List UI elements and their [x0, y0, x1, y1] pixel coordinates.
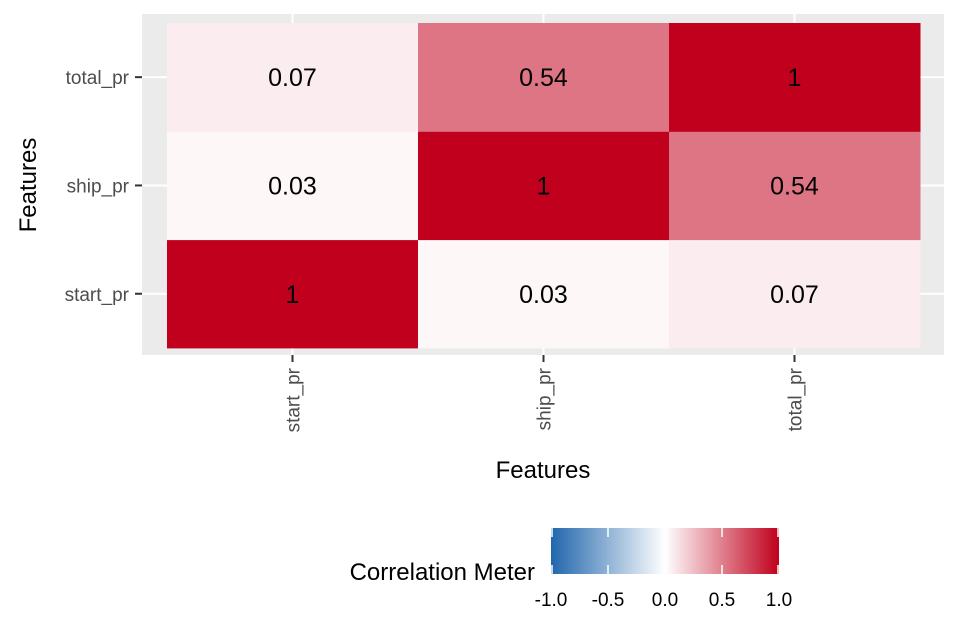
- heatmap-cell: [669, 239, 921, 349]
- cell-labels: 1 0.03 0.07 0.03 1 0.54 0.07 0.54 1: [268, 64, 819, 309]
- legend-tick-label: -1.0: [535, 590, 568, 611]
- x-tick-label: total_pr: [786, 367, 807, 431]
- heatmap-cell: [167, 23, 419, 132]
- heatmap-cell: [167, 131, 419, 241]
- cell-value-label: 0.03: [268, 172, 317, 200]
- y-tick-label: total_pr: [66, 68, 130, 89]
- heatmap-cell: [418, 23, 670, 132]
- cell-value-label: 1: [537, 172, 551, 200]
- cell-value-label: 0.07: [770, 281, 819, 309]
- heatmap-cell: [167, 239, 419, 349]
- heatmap-cell: [418, 131, 670, 241]
- y-tick-label: ship_pr: [67, 176, 130, 197]
- cell-value-label: 1: [788, 64, 802, 92]
- heatmap-cell: [669, 131, 921, 241]
- legend-title: Correlation Meter: [350, 559, 535, 586]
- cell-value-label: 0.07: [268, 64, 317, 92]
- legend-tick-label: 0.0: [652, 590, 678, 611]
- x-tick-label: start_pr: [284, 367, 305, 432]
- y-axis: start_pr ship_pr total_pr: [65, 68, 142, 306]
- legend-tick-label: -0.5: [592, 590, 625, 611]
- legend-ticks: -1.0 -0.5 0.0 0.5 1.0: [535, 528, 792, 611]
- legend: Correlation Meter -1.0 -0.5 0.0 0.5 1.0: [350, 528, 792, 611]
- y-axis-title: Features: [15, 138, 42, 233]
- cell-value-label: 1: [286, 281, 300, 309]
- cell-value-label: 0.54: [519, 64, 568, 92]
- cell-value-label: 0.03: [519, 281, 568, 309]
- heatmap-cell: [418, 239, 670, 349]
- legend-tick-label: 0.5: [709, 590, 735, 611]
- cell-value-label: 0.54: [770, 172, 819, 200]
- x-axis-title: Features: [496, 457, 591, 484]
- heatmap-cell: [669, 23, 921, 132]
- x-tick-label: ship_pr: [535, 367, 556, 430]
- legend-tick-label: 1.0: [766, 590, 792, 611]
- y-tick-label: start_pr: [65, 285, 130, 306]
- heatmap-cells: [167, 23, 921, 349]
- x-axis: start_pr ship_pr total_pr: [284, 355, 807, 432]
